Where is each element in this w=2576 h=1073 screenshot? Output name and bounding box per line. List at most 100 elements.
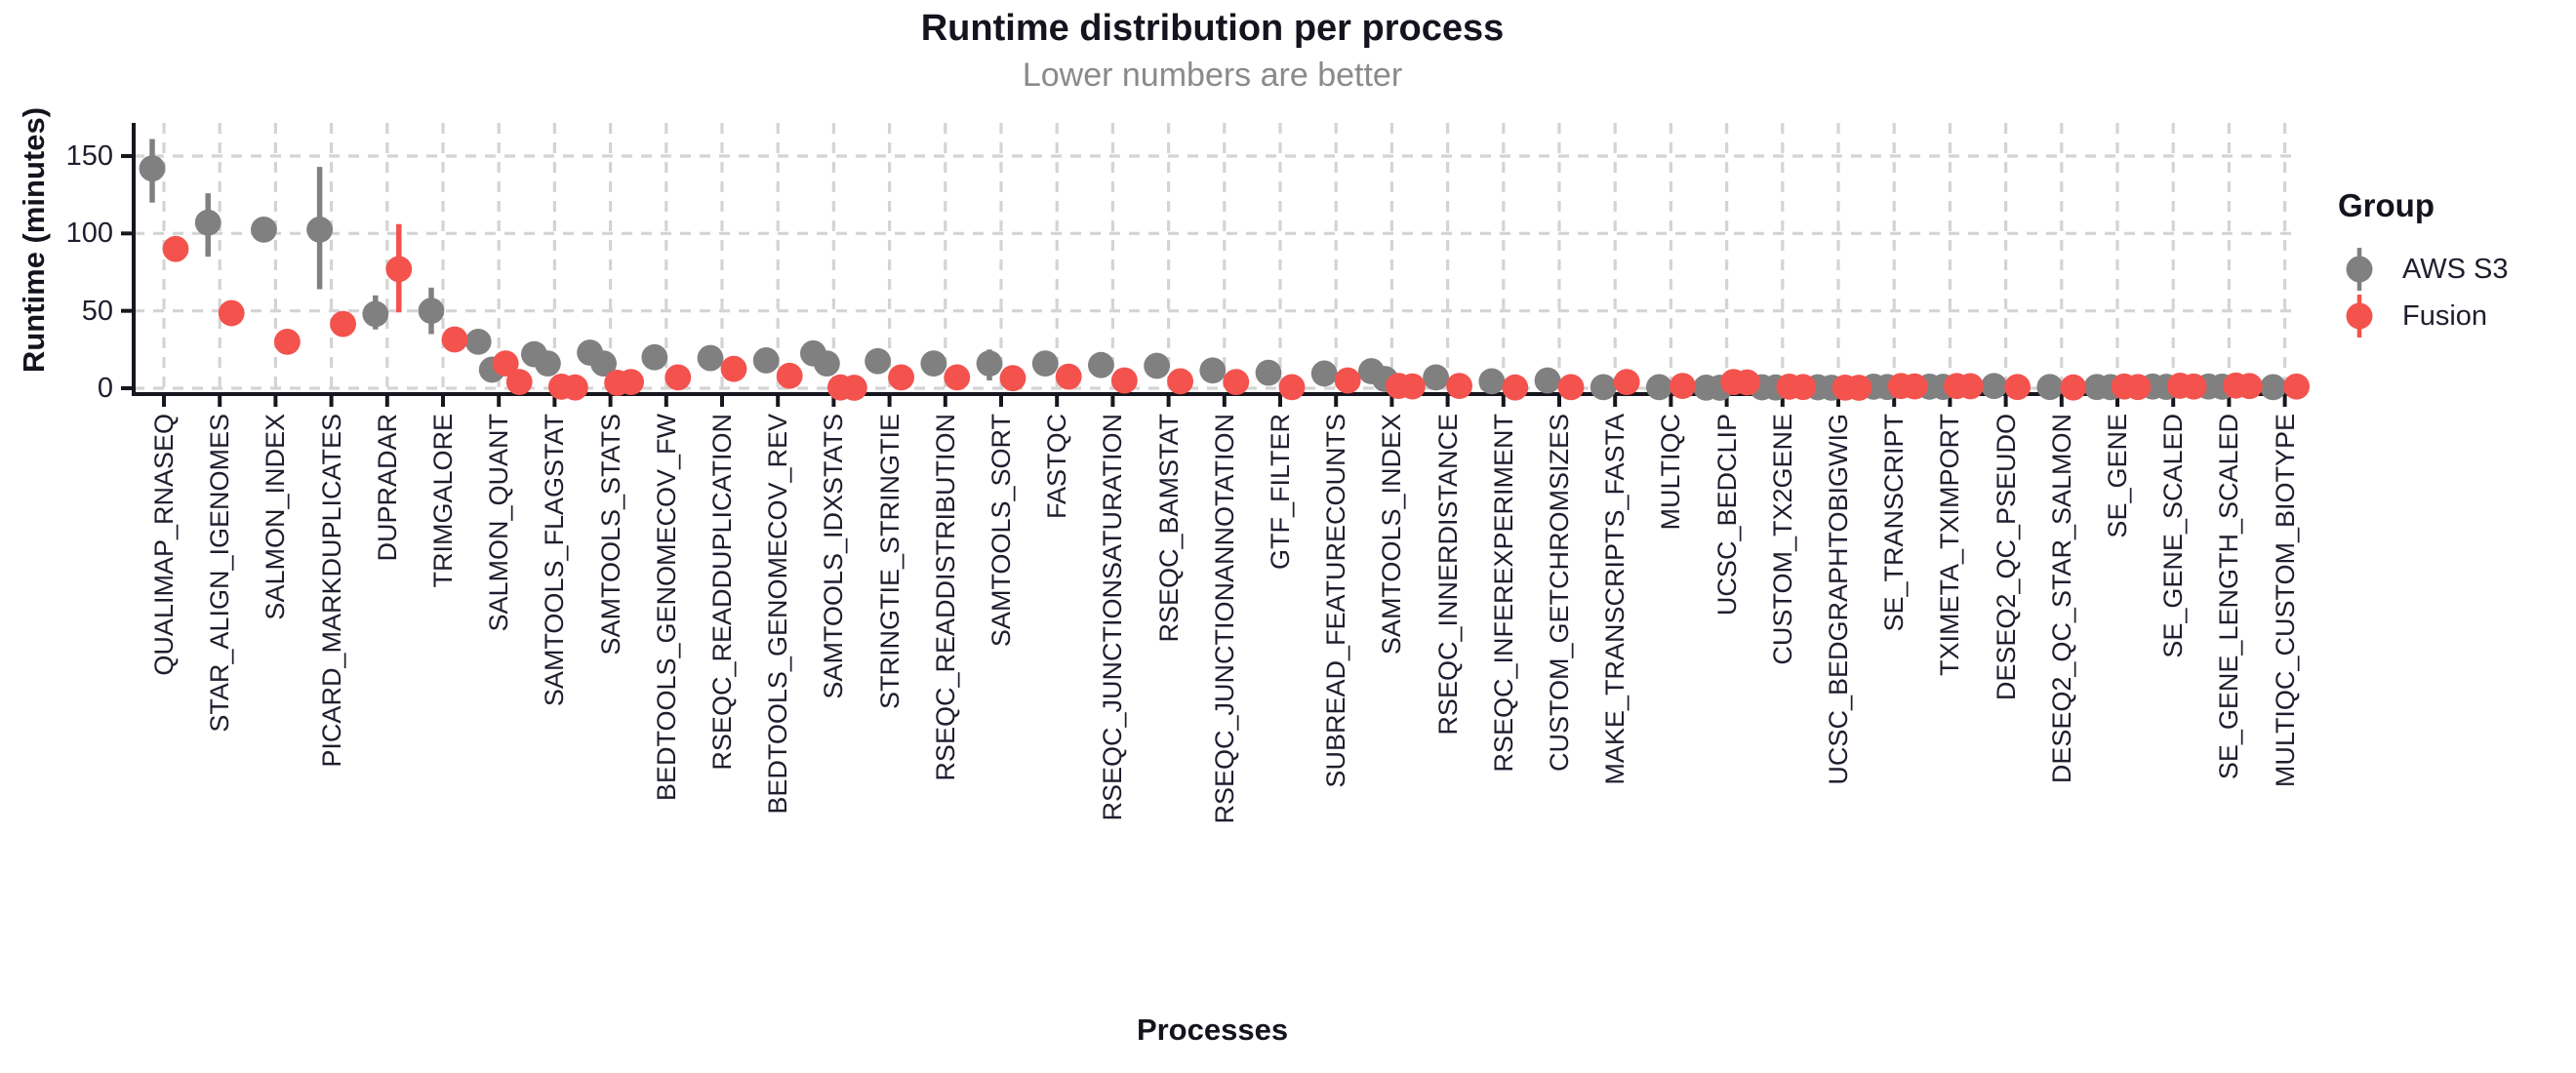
x-tick-label: SAMTOOLS_SORT xyxy=(986,414,1016,648)
x-axis-title: Processes xyxy=(1136,1013,1289,1047)
x-tick-label: STRINGTIE_STRINGTIE xyxy=(874,414,905,710)
data-point-fusion xyxy=(1957,373,1984,400)
chart-subtitle: Lower numbers are better xyxy=(1022,57,1403,94)
data-point-fusion xyxy=(218,299,245,327)
x-tick-label: QUALIMAP_RNASEQ xyxy=(149,414,179,676)
x-tick-label: SAMTOOLS_INDEX xyxy=(1377,414,1407,656)
data-point-aws-s3 xyxy=(1478,368,1506,395)
data-point-fusion xyxy=(385,256,413,283)
legend-item-aws-s3: AWS S3 xyxy=(2338,246,2572,293)
data-point-fusion xyxy=(274,328,301,355)
y-tick-label: 150 xyxy=(65,139,113,172)
x-tick-label: RSEQC_READDUPLICATION xyxy=(707,414,737,771)
legend: Group AWS S3 Fusion xyxy=(2338,187,2572,339)
x-tick-label: SE_GENE_SCALED xyxy=(2158,414,2189,658)
x-tick-label: RSEQC_JUNCTIONANNOTATION xyxy=(1209,414,1239,824)
data-point-fusion xyxy=(562,374,588,401)
x-tick-label: BEDTOOLS_GENOMECOV_FW xyxy=(651,414,681,802)
data-point-fusion xyxy=(1111,367,1138,394)
legend-label-fusion: Fusion xyxy=(2402,299,2488,332)
data-point-aws-s3 xyxy=(976,350,1003,378)
data-point-fusion xyxy=(1055,363,1082,390)
data-point-aws-s3 xyxy=(251,216,277,243)
data-point-fusion xyxy=(720,355,747,382)
data-point-aws-s3 xyxy=(1144,352,1170,379)
x-tick-label: DESEQ2_QC_STAR_SALMON xyxy=(2046,414,2076,784)
data-point-fusion xyxy=(1845,375,1872,401)
x-tick-label: RSEQC_INNERDISTANCE xyxy=(1432,414,1463,735)
data-point-fusion xyxy=(2180,373,2207,400)
data-point-fusion xyxy=(2060,374,2087,401)
x-tick-label: TXIMETA_TXIMPORT xyxy=(1935,414,1965,677)
data-point-aws-s3 xyxy=(464,328,492,355)
y-tick-label: 100 xyxy=(65,218,113,250)
pointrange-glyph-aws-s3-icon xyxy=(2346,248,2373,291)
chart-title: Runtime distribution per process xyxy=(920,8,1505,49)
data-point-aws-s3 xyxy=(920,350,947,378)
x-tick-label: MULTIQC_CUSTOM_BIOTYPE xyxy=(2270,414,2300,788)
x-tick-label: SALMON_QUANT xyxy=(484,414,514,632)
data-point-fusion xyxy=(888,364,914,391)
x-tick-label: RSEQC_INFEREXPERIMENT xyxy=(1488,414,1518,773)
legend-label-aws-s3: AWS S3 xyxy=(2402,253,2509,285)
pointrange-glyph-fusion-icon xyxy=(2346,295,2373,338)
x-tick-label: UCSC_BEDGRAPHTOBIGWIG xyxy=(1824,414,1853,785)
data-point-fusion xyxy=(944,364,971,391)
y-tick-label: 0 xyxy=(97,373,113,404)
data-point-fusion xyxy=(1223,369,1250,396)
data-point-fusion xyxy=(492,350,519,378)
data-point-fusion xyxy=(776,362,803,389)
data-point-fusion xyxy=(1167,368,1193,395)
data-point-aws-s3 xyxy=(1310,360,1338,387)
data-point-fusion xyxy=(1334,367,1361,394)
data-point-aws-s3 xyxy=(1199,357,1227,384)
data-point-aws-s3 xyxy=(1981,373,2007,400)
data-point-fusion xyxy=(1790,374,1817,401)
x-tick-label: UCSC_BEDCLIP xyxy=(1711,414,1742,616)
data-point-aws-s3 xyxy=(194,209,221,236)
x-tick-label: SALMON_INDEX xyxy=(261,414,291,620)
data-point-fusion xyxy=(505,369,533,396)
data-point-fusion xyxy=(1399,373,1426,400)
data-point-fusion xyxy=(1557,374,1585,401)
data-point-fusion xyxy=(1502,374,1529,401)
data-point-fusion xyxy=(1613,369,1640,396)
x-tick-label: RSEQC_READDISTRIBUTION xyxy=(930,414,960,781)
x-tick-label: SUBREAD_FEATURECOUNTS xyxy=(1321,414,1351,788)
x-tick-label: SAMTOOLS_STATS xyxy=(595,414,625,656)
x-tick-label: BEDTOOLS_GENOMECOV_REV xyxy=(763,414,793,815)
data-point-aws-s3 xyxy=(641,343,668,371)
x-tick-label: DESEQ2_QC_PSEUDO xyxy=(1991,414,2021,701)
data-point-aws-s3 xyxy=(1255,359,1282,386)
x-tick-label: SE_GENE xyxy=(2103,414,2132,538)
x-tick-label: RSEQC_BAMSTAT xyxy=(1153,414,1184,643)
data-point-fusion xyxy=(2124,374,2152,401)
y-tick-label: 50 xyxy=(81,295,113,327)
data-point-fusion xyxy=(441,326,468,353)
data-point-fusion xyxy=(664,364,692,391)
x-tick-label: STAR_ALIGN_IGENOMES xyxy=(205,414,235,733)
data-point-aws-s3 xyxy=(362,300,389,328)
data-point-aws-s3 xyxy=(1534,367,1561,394)
data-point-fusion xyxy=(2283,373,2311,400)
data-point-aws-s3 xyxy=(1646,374,1672,401)
x-tick-label: SE_TRANSCRIPT xyxy=(1879,414,1910,632)
data-point-fusion xyxy=(1734,369,1760,396)
x-tick-label: GTF_FILTER xyxy=(1266,414,1295,571)
x-tick-label: SAMTOOLS_IDXSTATS xyxy=(819,414,849,699)
data-point-fusion xyxy=(1446,373,1472,400)
data-point-aws-s3 xyxy=(1590,374,1617,401)
data-point-aws-s3 xyxy=(139,155,166,182)
data-point-fusion xyxy=(330,310,356,338)
data-point-aws-s3 xyxy=(1423,364,1449,391)
data-point-aws-s3 xyxy=(814,350,840,378)
x-tick-label: TRIMGALORE xyxy=(428,414,458,588)
data-point-aws-s3 xyxy=(2036,374,2064,401)
data-point-fusion xyxy=(618,369,644,396)
data-point-aws-s3 xyxy=(2260,374,2287,401)
x-tick-label: CUSTOM_GETCHROMSIZES xyxy=(1545,414,1574,773)
data-point-fusion xyxy=(1278,374,1306,401)
x-tick-label: SAMTOOLS_FLAGSTAT xyxy=(540,414,570,707)
